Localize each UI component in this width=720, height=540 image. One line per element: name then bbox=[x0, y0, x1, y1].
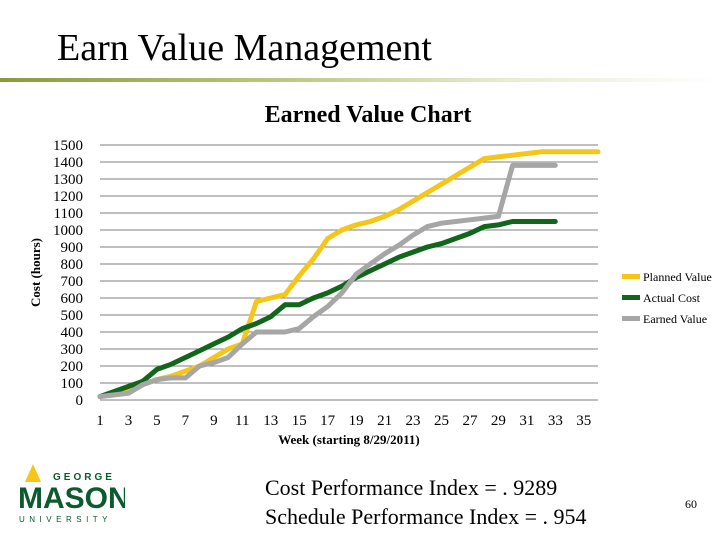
logo-mason-text: MASON bbox=[18, 482, 125, 515]
y-tick-label-900: 900 bbox=[61, 240, 84, 256]
logo-george-text: GEORGE bbox=[53, 472, 115, 483]
y-tick-label-1200: 1200 bbox=[53, 189, 83, 205]
x-axis-title: Week (starting 8/29/2011) bbox=[278, 432, 420, 447]
x-tick-label-23: 23 bbox=[406, 413, 421, 429]
cost-performance-index: Cost Performance Index = . 9289 bbox=[265, 475, 558, 500]
y-tick-label-700: 700 bbox=[61, 274, 84, 290]
series-line-actual-cost bbox=[97, 219, 558, 400]
x-tick-label-3: 3 bbox=[125, 413, 133, 429]
x-tick-label-5: 5 bbox=[153, 413, 161, 429]
legend-swatch-earned-value bbox=[622, 316, 640, 321]
y-tick-label-1000: 1000 bbox=[53, 223, 83, 239]
legend-swatch-planned-value bbox=[622, 274, 640, 279]
x-tick-label-9: 9 bbox=[210, 413, 218, 429]
x-tick-label-21: 21 bbox=[377, 413, 392, 429]
legend-swatch-actual-cost bbox=[622, 295, 640, 300]
y-tick-label-500: 500 bbox=[61, 308, 84, 324]
x-tick-label-19: 19 bbox=[349, 413, 364, 429]
chart-legend: Planned Value Actual Cost Earned Value bbox=[622, 270, 712, 326]
y-tick-label-1100: 1100 bbox=[54, 206, 83, 222]
series-line-earned-value bbox=[97, 162, 558, 400]
y-tick-label-1500: 1500 bbox=[53, 138, 83, 154]
x-axis-ticks: 1 3 5 7 9 11 13 15 17 19 21 23 25 27 29 31 33 35 bbox=[96, 413, 591, 429]
logo-flame-icon bbox=[25, 464, 41, 482]
x-tick-label-35: 35 bbox=[576, 413, 591, 429]
y-tick-label-200: 200 bbox=[61, 359, 84, 375]
legend-label-earned-value: Earned Value bbox=[643, 312, 707, 326]
x-tick-label-25: 25 bbox=[434, 413, 449, 429]
page-number: 60 bbox=[685, 497, 697, 511]
legend-label-planned-value: Planned Value bbox=[643, 270, 712, 284]
x-tick-label-27: 27 bbox=[462, 413, 478, 429]
legend-label-actual-cost: Actual Cost bbox=[643, 291, 701, 305]
x-tick-label-1: 1 bbox=[96, 413, 104, 429]
y-tick-label-0: 0 bbox=[76, 393, 84, 409]
y-tick-label-800: 800 bbox=[61, 257, 84, 273]
y-tick-label-600: 600 bbox=[61, 291, 84, 307]
x-tick-label-17: 17 bbox=[320, 413, 336, 429]
x-tick-label-11: 11 bbox=[235, 413, 249, 429]
x-tick-label-7: 7 bbox=[182, 413, 190, 429]
y-axis-ticks: 0100200300400500600700800900100011001200… bbox=[53, 138, 83, 409]
series-line-planned-value bbox=[97, 149, 601, 400]
y-tick-label-1400: 1400 bbox=[53, 155, 83, 171]
x-tick-label-29: 29 bbox=[491, 413, 506, 429]
y-axis-title: Cost (hours) bbox=[28, 238, 43, 307]
series-lines bbox=[97, 149, 601, 400]
y-tick-label-100: 100 bbox=[61, 376, 84, 392]
x-tick-label-13: 13 bbox=[263, 413, 278, 429]
x-tick-label-15: 15 bbox=[292, 413, 307, 429]
y-tick-label-300: 300 bbox=[61, 342, 84, 358]
schedule-performance-index: Schedule Performance Index = . 954 bbox=[265, 504, 587, 529]
title-underline bbox=[0, 78, 720, 82]
y-tick-label-1300: 1300 bbox=[53, 172, 83, 188]
chart-title: Earned Value Chart bbox=[265, 102, 472, 128]
george-mason-logo: GEORGE MASON UNIVERSITY bbox=[18, 464, 125, 524]
y-tick-label-400: 400 bbox=[61, 325, 84, 341]
x-tick-label-31: 31 bbox=[519, 413, 534, 429]
slide-title: Earn Value Management bbox=[57, 27, 432, 69]
logo-university-text: UNIVERSITY bbox=[19, 515, 112, 524]
x-tick-label-33: 33 bbox=[548, 413, 563, 429]
